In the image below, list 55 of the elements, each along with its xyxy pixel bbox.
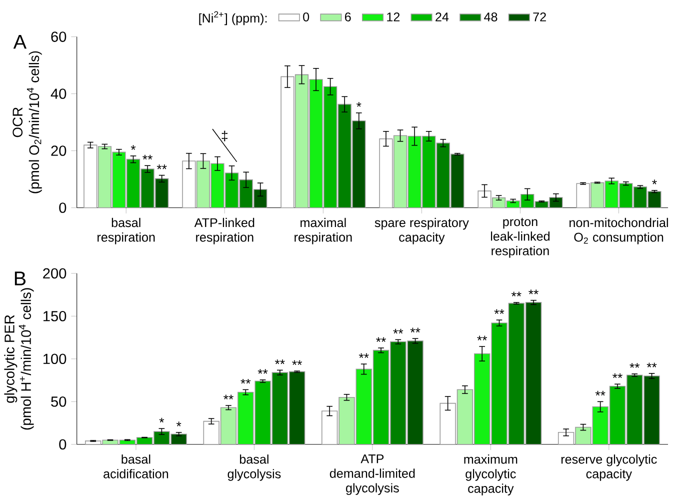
chart-title: A xyxy=(13,34,27,49)
data-label: * xyxy=(356,102,362,107)
data-label: ** xyxy=(358,353,369,358)
chart-title: B xyxy=(14,272,26,286)
legend-label: 24 xyxy=(436,12,449,22)
x-tick-label: proton leak-linked respiration xyxy=(490,218,550,258)
x-tick-label: basal glycolysis xyxy=(228,454,281,481)
annotation: ‡ xyxy=(222,130,228,142)
data-label: * xyxy=(159,418,164,422)
data-label: ** xyxy=(494,309,504,314)
data-label: ** xyxy=(477,336,488,340)
y-tick-label: 20 xyxy=(51,146,66,156)
x-tick-label: ATP-linked respiration xyxy=(194,218,254,244)
data-label: ** xyxy=(612,373,622,378)
legend-title: [Ni$^{2+}$] (ppm): xyxy=(199,11,267,26)
x-tick-label: maximum glycolytic capacity xyxy=(464,454,518,496)
data-label: ** xyxy=(630,363,640,368)
data-label: ** xyxy=(224,394,234,400)
y-axis-title: OCR (pmol O$_{2}$/min/10$^{4}$ cells) xyxy=(12,51,42,194)
x-tick-label: maximal respiration xyxy=(294,218,352,244)
data-label: ** xyxy=(410,328,420,332)
data-label: ** xyxy=(595,390,606,396)
data-label: ** xyxy=(240,378,251,384)
data-label: * xyxy=(130,145,136,150)
data-label: ** xyxy=(393,328,404,334)
x-tick-label: basal respiration xyxy=(98,218,155,244)
data-label: ** xyxy=(156,164,167,170)
legend-label: 72 xyxy=(533,12,546,22)
legend-label: 48 xyxy=(484,12,498,22)
data-label: ** xyxy=(274,359,285,364)
y-tick-label: 100 xyxy=(44,354,66,364)
x-tick-label: reserve glycolytic capacity xyxy=(561,454,657,481)
y-tick-label: 60 xyxy=(51,32,66,42)
legend-label: 12 xyxy=(387,12,400,22)
y-tick-label: 200 xyxy=(43,268,66,279)
x-tick-label: non-mitochondrial O$_{2}$ consumption xyxy=(570,218,668,244)
data-label: ** xyxy=(142,154,152,160)
y-tick-label: 50 xyxy=(51,396,66,407)
x-tick-label: spare respiratory capacity xyxy=(374,218,469,244)
y-tick-label: 150 xyxy=(44,310,66,322)
legend-label: 6 xyxy=(345,12,351,22)
data-label: ** xyxy=(258,369,268,374)
y-tick-label: 0 xyxy=(59,439,66,450)
y-tick-label: 0 xyxy=(59,202,66,213)
y-tick-label: 40 xyxy=(50,88,66,99)
data-label: ** xyxy=(511,292,522,296)
data-label: ** xyxy=(646,362,657,368)
x-tick-label: basal acidification xyxy=(104,454,168,478)
x-tick-label: ATP demand-limited glycolysis xyxy=(330,454,415,495)
legend-label: 0 xyxy=(303,12,310,22)
data-label: ** xyxy=(292,360,302,365)
data-label: * xyxy=(652,180,657,184)
data-label: * xyxy=(176,422,182,426)
data-label: ** xyxy=(376,337,386,342)
data-label: ** xyxy=(528,290,538,294)
